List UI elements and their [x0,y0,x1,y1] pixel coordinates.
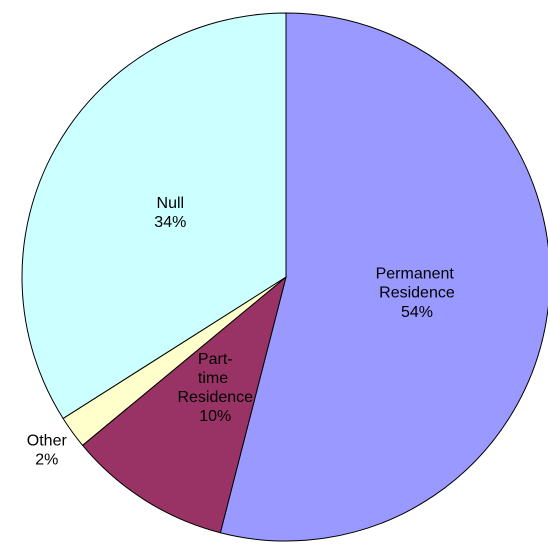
slice-label-line: time [198,370,233,387]
slice-label-line: Residence [177,389,253,406]
pie-slice [21,12,287,420]
slice-label-line: Permanent [376,266,459,283]
slice-value-label: 54% [401,304,433,321]
slice-label: Other [27,433,68,450]
slice-label-line: Part- [198,351,233,368]
slice-label: Part-time Residence [177,351,253,406]
slice-value-label: 34% [154,214,186,231]
pie-slice [81,275,287,534]
slice-value-label: 10% [199,408,231,425]
slice-label-line: Residence [379,285,455,302]
slice-label: Null [157,195,185,212]
slice-label: Permanent Residence [376,266,459,302]
slice-label-line: Null [157,195,185,212]
slice-label-line: Other [27,433,68,450]
slice-value-label: 2% [35,452,58,469]
